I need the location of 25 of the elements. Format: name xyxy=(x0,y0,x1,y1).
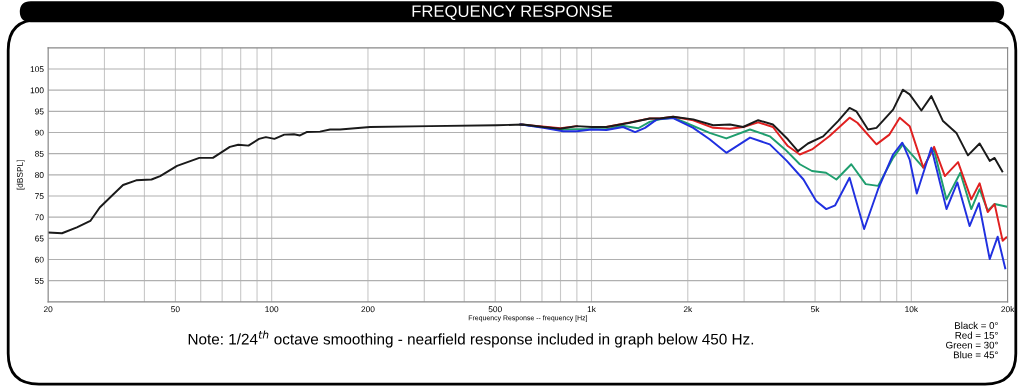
y-tick-label: 75 xyxy=(35,193,44,200)
x-tick-label: 50 xyxy=(171,306,180,313)
x-tick-label: 200 xyxy=(361,306,375,313)
y-tick-label: 60 xyxy=(35,256,44,263)
x-tick-label: 10k xyxy=(905,306,919,313)
x-tick-label: 5k xyxy=(810,306,820,313)
y-tick-label: 70 xyxy=(35,214,44,221)
x-tick-label: 100 xyxy=(265,306,279,313)
x-tick-label: 20 xyxy=(43,306,53,313)
y-tick-label: 90 xyxy=(35,129,44,136)
x-tick-label: 20k xyxy=(1001,306,1015,313)
y-tick-label: 85 xyxy=(35,150,44,157)
x-tick-label: 1k xyxy=(587,306,596,313)
x-tick-label: 500 xyxy=(488,306,502,313)
y-axis-title: [dBSPL] xyxy=(16,160,25,190)
text: Black = 0° Red = 15° Green = 30° Blue = 45° xyxy=(946,321,998,359)
y-tick-label: 80 xyxy=(35,172,44,178)
x-tick-label: 2k xyxy=(683,306,693,313)
chart-title: FREQUENCY RESPONSE xyxy=(412,5,613,20)
y-tick-label: 100 xyxy=(30,87,44,94)
text: Note: 1/24$^{th}$ octave smoothing - nearfield response included in graph below 450 Hz. xyxy=(188,330,754,348)
y-tick-label: 95 xyxy=(35,108,44,115)
y-tick-label: 105 xyxy=(30,66,44,73)
y-tick-label: 65 xyxy=(35,235,44,242)
y-tick-label: 55 xyxy=(35,277,44,284)
